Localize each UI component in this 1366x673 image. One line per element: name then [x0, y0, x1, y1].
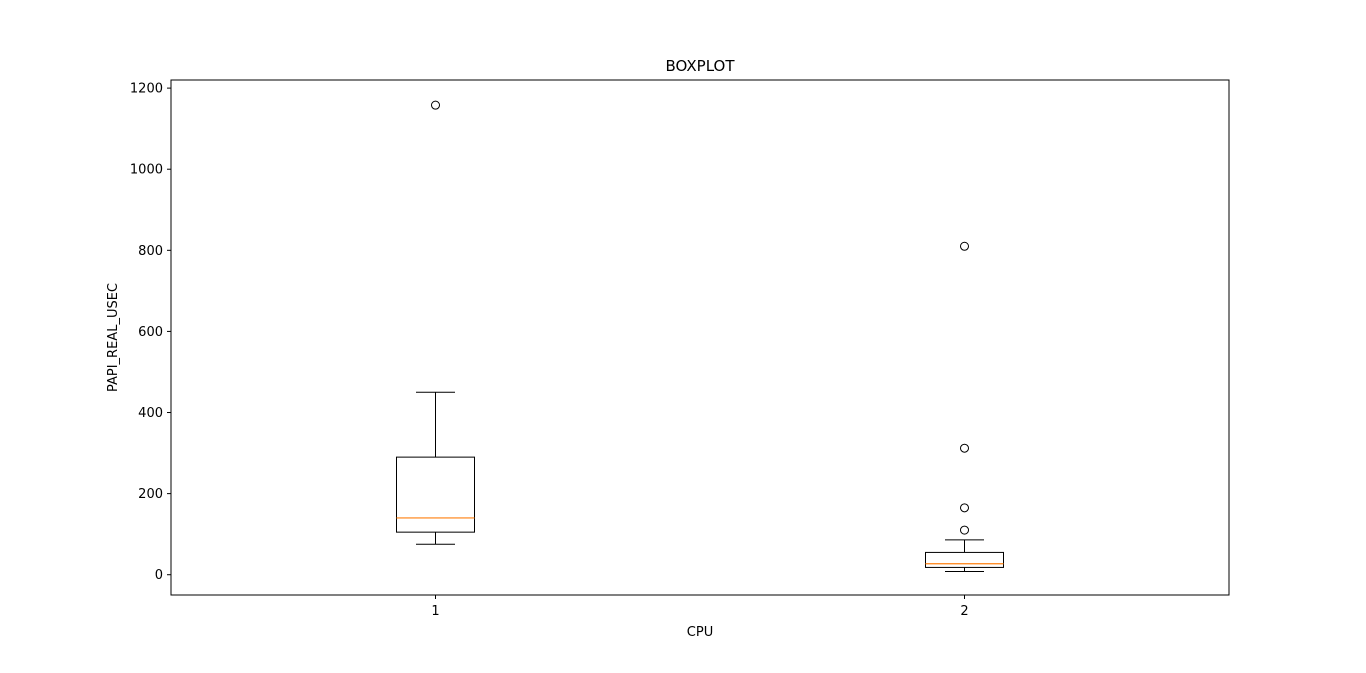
y-tick-label: 200	[138, 487, 163, 502]
outlier-point	[960, 503, 969, 513]
outlier-point	[960, 525, 969, 535]
y-tick-label: 400	[138, 406, 163, 421]
x-axis-label: CPU	[687, 625, 713, 640]
outlier-point	[431, 100, 440, 110]
iqr-box	[925, 551, 1004, 568]
iqr-box	[396, 456, 475, 533]
y-axis-ticks: 0 200 400 600 800 1000 1200	[130, 82, 171, 583]
y-axis-label: PAPI_REAL_USEC	[106, 283, 121, 392]
boxplot-marks	[396, 100, 1004, 572]
y-tick-label: 800	[138, 244, 163, 259]
y-tick-label: 1000	[130, 163, 163, 178]
y-tick-label: 1200	[130, 82, 163, 97]
outlier-point	[960, 241, 969, 251]
outlier-point	[960, 443, 969, 453]
x-tick-label: 2	[960, 604, 968, 619]
chart-title: BOXPLOT	[666, 57, 736, 75]
y-tick-label: 0	[155, 568, 163, 583]
x-tick-label: 1	[431, 604, 439, 619]
box-group	[396, 100, 475, 545]
y-tick-label: 600	[138, 325, 163, 340]
plot-area-frame	[170, 79, 1230, 596]
box-group	[925, 241, 1004, 572]
